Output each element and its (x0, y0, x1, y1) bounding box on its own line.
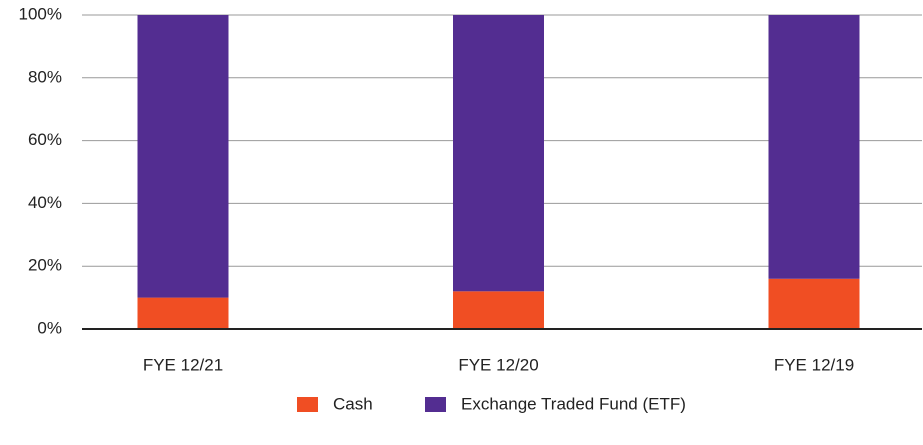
y-tick-label: 20% (28, 256, 62, 275)
bar-segment (768, 278, 860, 329)
legend-label: Exchange Traded Fund (ETF) (461, 394, 686, 413)
legend-label: Cash (333, 394, 373, 413)
x-tick-label: FYE 12/19 (774, 355, 854, 374)
x-tick-label: FYE 12/21 (143, 355, 223, 374)
y-tick-label: 60% (28, 130, 62, 149)
legend-swatch (425, 397, 446, 412)
bar-segment (453, 15, 544, 292)
bar-segment (137, 15, 229, 298)
legend-swatch (297, 397, 318, 412)
y-tick-label: 100% (19, 4, 62, 23)
y-tick-label: 40% (28, 193, 62, 212)
bar-segment (453, 291, 544, 329)
bar-segment (768, 15, 860, 279)
bar-segment (137, 297, 229, 329)
x-tick-label: FYE 12/20 (458, 355, 538, 374)
y-tick-label: 0% (37, 318, 62, 337)
y-tick-label: 80% (28, 67, 62, 86)
